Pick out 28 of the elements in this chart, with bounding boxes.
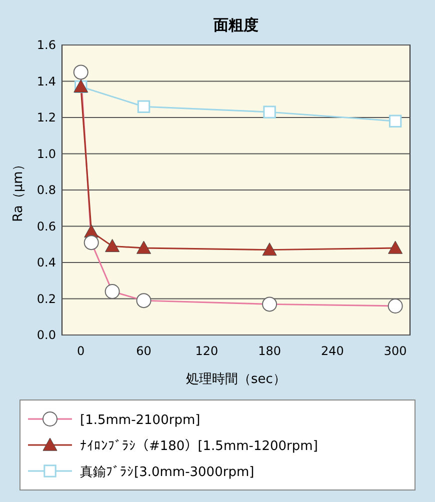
y-tick-label: 1.4	[36, 74, 56, 88]
point	[137, 100, 150, 113]
x-tick-label: 300	[384, 344, 407, 358]
point	[388, 114, 402, 128]
x-tick-label: 0	[77, 344, 85, 358]
legend-label: 真鍮ﾌﾞﾗｼ[3.0mm-3000rpm]	[80, 465, 254, 480]
x-tick-label: 180	[258, 344, 281, 358]
y-tick-label: 0.4	[36, 256, 56, 270]
point	[263, 106, 276, 118]
x-tick-label: 240	[320, 344, 344, 358]
x-tick-label: 120	[195, 344, 218, 358]
x-tick-label: 60	[136, 344, 152, 358]
point	[388, 240, 403, 254]
y-tick-label: 1.0	[36, 146, 56, 161]
y-tick-label: 0.0	[36, 328, 56, 342]
point	[262, 242, 277, 256]
point	[136, 240, 152, 254]
legend-label: ﾅｲﾛﾝﾌﾞﾗｼ（#180）[1.5mm-1200rpm]	[80, 439, 318, 454]
x-axis-title: 処理時間（sec）	[186, 372, 286, 387]
point	[105, 238, 120, 252]
y-tick-label: 0.6	[36, 219, 56, 234]
y-tick-label: 1.6	[36, 38, 56, 52]
y-tick-label: 0.8	[36, 183, 56, 197]
legend-label: [1.5mm-2100rpm]	[80, 413, 200, 428]
y-tick-label: 1.2	[36, 110, 56, 124]
y-tick-label: 0.2	[36, 292, 56, 306]
chart-title: 面粗度	[212, 16, 258, 34]
y-axis-title: Ra（μm）	[11, 158, 26, 222]
